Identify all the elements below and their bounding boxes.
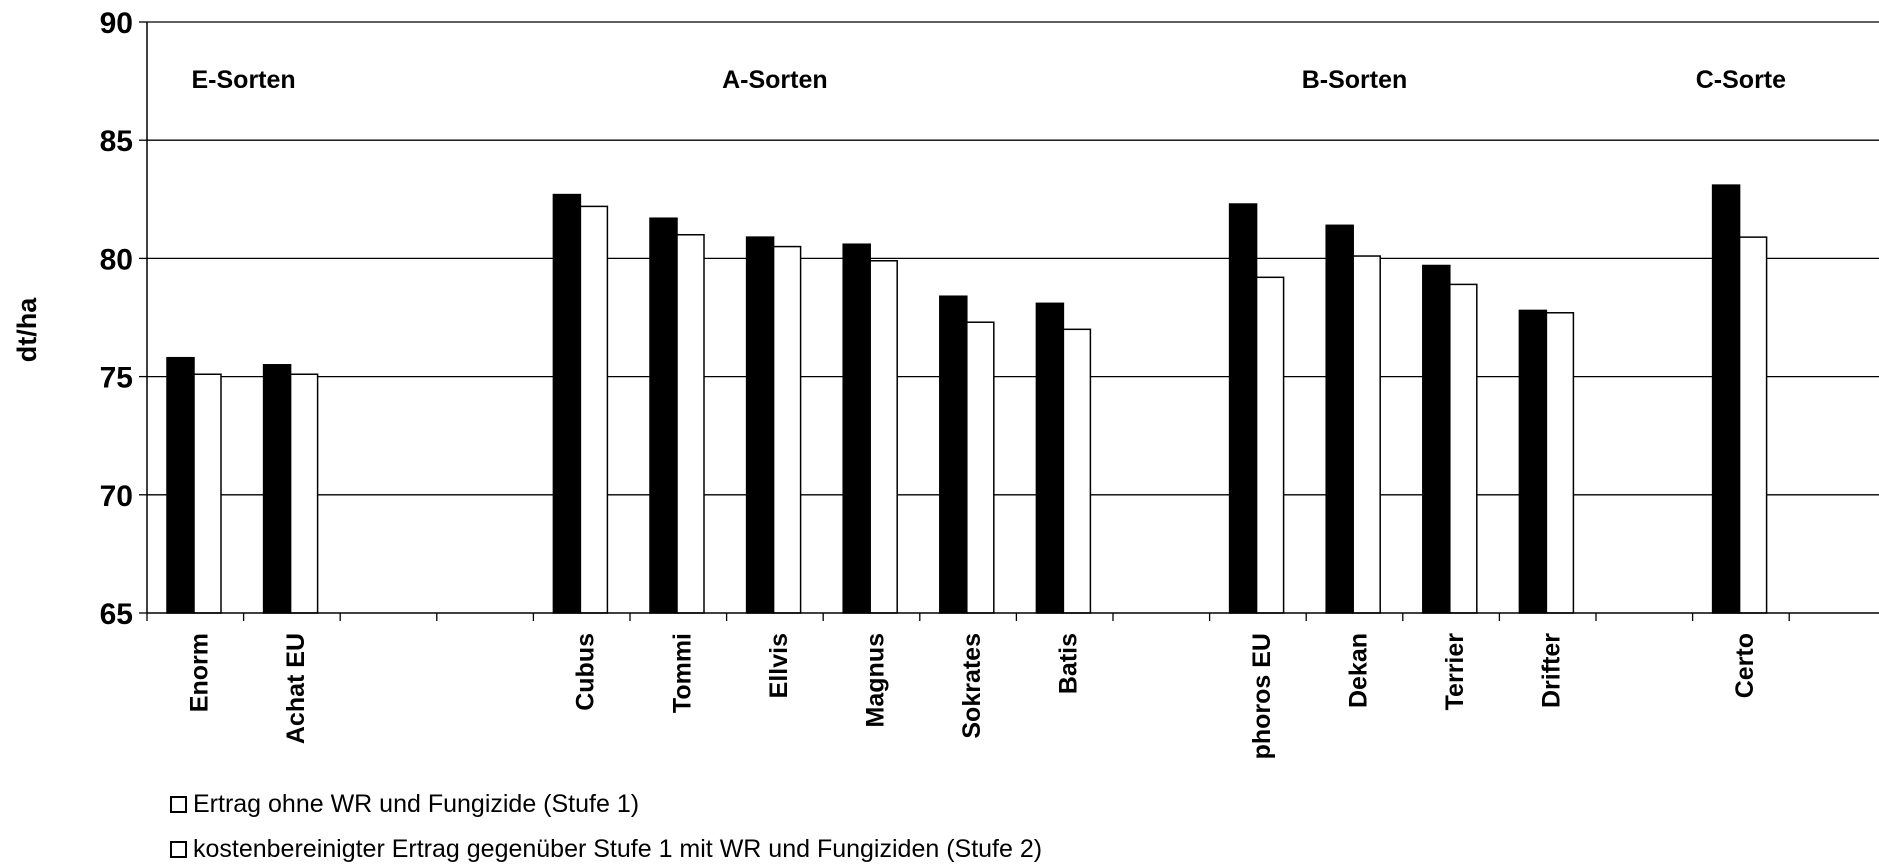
category-label: Drifter (1538, 633, 1566, 708)
category-label: Sokrates (958, 633, 986, 739)
bar-stufe-2 (869, 260, 898, 614)
category-label: Tommi (668, 633, 696, 713)
y-axis-title: dt/ha (12, 297, 42, 362)
bars (166, 184, 1768, 614)
y-tick-label: 80 (100, 243, 133, 276)
bar-stufe-2 (772, 245, 802, 614)
gridlines (147, 21, 1879, 496)
bar-stufe-2 (579, 205, 609, 614)
category-label: Terrier (1441, 633, 1469, 711)
bar-stufe-1 (1422, 264, 1451, 614)
y-tick-label: 75 (100, 362, 133, 395)
bar-stufe-1 (262, 364, 292, 614)
group-label: B-Sorten (1302, 66, 1408, 94)
category-label: Cubus (572, 633, 600, 711)
bar-stufe-2 (676, 234, 705, 614)
bar-stufe-1 (745, 236, 775, 614)
bar-stufe-1 (552, 193, 582, 614)
bar-stufe-2 (193, 373, 222, 614)
axes (139, 21, 1879, 621)
legend-item-stufe-1: Ertrag ohne WR und Fungizide (Stufe 1) (170, 790, 639, 819)
bar-stufe-1 (1228, 203, 1258, 614)
labels: 65 70 75 80 85 90 Enorm Achat EU Cubus Tommi Ellvi… (100, 7, 1787, 759)
category-label: phoros EU (1248, 633, 1276, 759)
bar-stufe-1 (1325, 224, 1354, 614)
category-label: Magnus (862, 633, 890, 727)
bar-stufe-2 (1352, 255, 1381, 614)
category-label: Dekan (1345, 633, 1373, 708)
y-tick-label: 90 (100, 7, 133, 40)
legend-swatch-white (170, 841, 187, 858)
category-label: Enorm (185, 633, 213, 712)
bar-stufe-2 (1545, 312, 1575, 614)
legend-label: kostenbereinigter Ertrag gegenüber Stufe… (193, 835, 1043, 863)
bar-stufe-1 (1518, 309, 1548, 614)
legend-label: Ertrag ohne WR und Fungizide (Stufe 1) (193, 790, 640, 818)
group-label: C-Sorte (1696, 66, 1786, 94)
category-label: Batis (1055, 633, 1083, 694)
bar-stufe-2 (966, 321, 995, 614)
bar-stufe-2 (1449, 283, 1478, 614)
bar-stufe-1 (842, 243, 871, 614)
legend-swatch-black (170, 796, 187, 813)
y-tick-label: 65 (100, 598, 133, 631)
category-label: Ellvis (765, 633, 793, 698)
bar-stufe-1 (649, 217, 678, 614)
category-label: Certo (1731, 633, 1759, 698)
category-label: Achat EU (282, 633, 310, 744)
y-tick-label: 85 (100, 125, 133, 158)
bar-stufe-2 (1062, 328, 1092, 614)
bar-stufe-2 (289, 373, 319, 614)
bar-stufe-1 (939, 295, 968, 614)
bar-stufe-2 (1738, 236, 1768, 614)
group-label: E-Sorten (192, 66, 296, 94)
bar-stufe-1 (1711, 184, 1741, 614)
bar-stufe-2 (1255, 276, 1285, 614)
group-label: A-Sorten (722, 66, 828, 94)
bar-stufe-1 (166, 356, 195, 614)
y-tick-label: 70 (100, 480, 133, 513)
legend-item-stufe-2: kostenbereinigter Ertrag gegenüber Stufe… (170, 835, 1042, 864)
bar-stufe-1 (1035, 302, 1065, 614)
